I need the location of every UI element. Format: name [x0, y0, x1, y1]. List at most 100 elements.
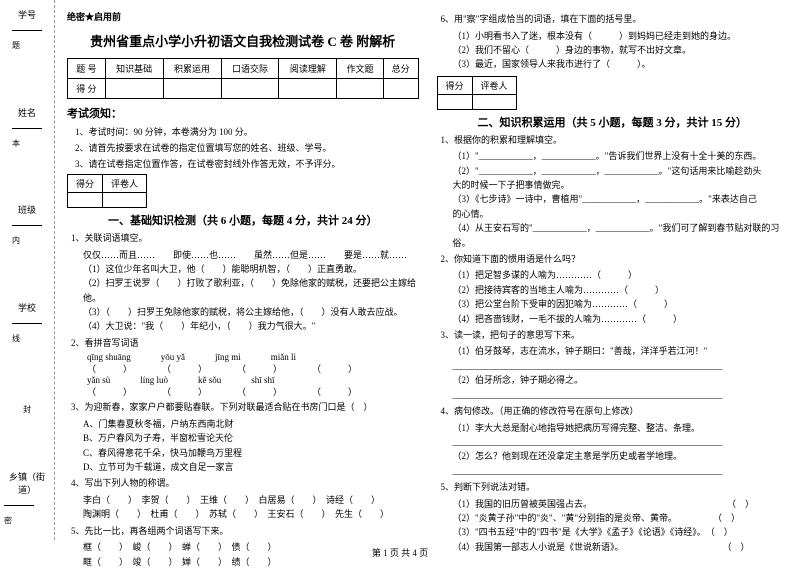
notice-title: 考试须知：	[67, 105, 419, 121]
notice-1: 1、考试时间：90 分钟，本卷满分为 100 分。	[75, 125, 419, 138]
th-3: 口语交际	[221, 59, 279, 79]
q1-sub-4: （4）大卫说："我（ ）年纪小，（ ）我力气很大。"	[83, 319, 419, 333]
side-line	[12, 119, 42, 129]
column-right: 6、用"察"字组成恰当的词语，填在下面的括号里。 （1）小明看书入了迷，根本没有…	[437, 10, 789, 530]
q6-3: （3）最近，国家领导人来我市进行了（ ）。	[453, 57, 789, 71]
td-empty	[279, 79, 337, 99]
page-container: 学号 题 姓名 本 班级 内 学校 线 封 乡镇（街道） 密 绝	[0, 0, 800, 540]
s2q5-1: （2）"炎黄子孙"中的"炎"、"黄"分别指的是炎帝、黄帝。 （ ）	[453, 511, 789, 525]
scorer-1: 评卷人	[103, 175, 147, 193]
s2q3-3: ________________________________________…	[453, 388, 789, 402]
q1-sub-0: 仅仅……而且…… 即使……也…… 虽然……但是…… 要是……就……	[83, 248, 419, 262]
s2q5: 5、判断下列说法对错。	[441, 481, 789, 495]
scorer-0: 得分	[68, 175, 103, 193]
py-blank: （ ）	[237, 385, 282, 398]
py: yōu yǎ	[161, 352, 185, 362]
s2q2-0: （1）把足智多谋的人喻为…………（ ）	[453, 268, 789, 282]
q1-sub-3: （3）（ ）扫罗王免除他家的赋税，将公主嫁给他，（ ）没有人敢去应战。	[83, 305, 419, 319]
q1: 1、关联词语填空。	[71, 232, 419, 246]
mark-1: 本	[12, 138, 42, 149]
scorer-1: 评卷人	[472, 76, 516, 94]
s2q1-0: （1）"____________，____________。"告诉我们世界上没有…	[453, 149, 789, 163]
mark-0: 题	[12, 40, 42, 51]
q3: 3、为迎新春，家家户户都要贴春联。下列对联最适合贴在书房门口是（ ）	[71, 401, 419, 415]
py-blank: （ ）	[237, 362, 282, 375]
q3-c: C、春风得意花千朵，快马加鞭鸟万里程	[83, 446, 419, 460]
py: qīng shuāng	[87, 352, 131, 362]
scorer-empty	[68, 193, 103, 208]
notice-block: 1、考试时间：90 分钟，本卷满分为 100 分。 2、请首先按要求在试卷的指定…	[67, 125, 419, 170]
s2q3-2: （2）伯牙所念，钟子期必得之。	[453, 373, 789, 387]
th-2: 积累运用	[163, 59, 221, 79]
side-group: 乡镇（街道） 密	[4, 470, 50, 532]
th-1: 知识基础	[105, 59, 163, 79]
sidebar: 学号 题 姓名 本 班级 内 学校 线 封 乡镇（街道） 密	[0, 0, 55, 540]
side-line	[12, 216, 42, 226]
secret-label: 绝密★启用前	[67, 10, 419, 23]
pinyin-row-1: qīng shuāng yōu yǎ jīng mì miǎn lì	[87, 352, 419, 362]
side-line	[12, 21, 42, 31]
s2q1-1: （2）"____________，____________，__________…	[453, 164, 789, 178]
mark-2: 内	[12, 235, 42, 246]
scorer-empty	[472, 94, 516, 109]
section-2-title: 二、知识积累运用（共 5 小题，每题 3 分，共计 15 分）	[437, 114, 789, 130]
td-empty	[383, 79, 418, 99]
s2q1-3: （3）《七步诗》一诗中，曹植用"____________，___________…	[453, 192, 789, 206]
side-line	[12, 314, 42, 324]
table-row: 题 号 知识基础 积累运用 口语交际 阅读理解 作文题 总分	[68, 59, 419, 79]
page-footer: 第 1 页 共 4 页	[0, 546, 800, 559]
s2q1: 1、根据你的积累和理解填空。	[441, 134, 789, 148]
s2q3: 3、读一读，把句子的意思写下来。	[441, 329, 789, 343]
py-blank: （ ）	[87, 362, 132, 375]
q1-sub-2: （2）扫罗王说罗（ ）打败了歌利亚，（ ）免除他家的赋税，还要把公主嫁给他。	[83, 276, 419, 305]
th-5: 作文题	[337, 59, 383, 79]
q3-d: D、立节可为千载道，成文自足一家言	[83, 460, 419, 474]
q4-sub-0: 李白（ ） 李贺（ ） 王维（ ） 白居易（ ） 诗经（ ）	[83, 493, 419, 507]
scorer-empty	[103, 193, 147, 208]
q3-b: B、万户春风为子寿，半窗松雪论天伦	[83, 431, 419, 445]
s2q4-1: ________________________________________…	[453, 435, 789, 449]
side-group: 封	[23, 398, 31, 421]
scorer-table: 得分评卷人	[67, 174, 147, 208]
q1-sub-1: （1）这位少年名叫大卫，他（ ）能聪明机智，（ ）正直勇敢。	[83, 262, 419, 276]
column-left: 绝密★启用前 贵州省重点小学小升初语文自我检测试卷 C 卷 附解析 题 号 知识…	[67, 10, 419, 530]
side-group: 学校 线	[12, 301, 42, 350]
s2q5-2: （3）"四书五经"中的"四书"是《大学》《孟子》《论语》《诗经》。 （ ）	[453, 525, 789, 539]
py: kě sǒu	[198, 375, 221, 385]
py-blank: （ ）	[87, 385, 132, 398]
scorer-table-2: 得分评卷人	[437, 76, 517, 110]
py-blank: （ ）	[162, 362, 207, 375]
s2q2: 2、你知道下面的惯用语是什么吗？	[441, 253, 789, 267]
mark-4: 封	[23, 404, 31, 415]
py-blank: （ ）	[312, 362, 357, 375]
pinyin-row-2: （ ） （ ） （ ） （ ）	[87, 362, 419, 375]
py-blank: （ ）	[162, 385, 207, 398]
td-score: 得 分	[68, 79, 106, 99]
s2q4-2: （2）怎么？他到现在还没拿定主意是学历史或者学地理。	[453, 449, 789, 463]
q5: 5、先比一比，再各组两个词语写下来。	[71, 525, 419, 539]
side-label-4: 乡镇（街道）	[4, 470, 50, 496]
mark-5: 密	[4, 515, 50, 526]
side-group: 姓名 本	[12, 106, 42, 155]
py: líng luò	[140, 375, 168, 385]
s2q4: 4、病句修改。（用正确的修改符号在原句上修改）	[441, 405, 789, 419]
pinyin-row-3: yǎn sù líng luò kě sǒu shī shī	[87, 375, 419, 385]
exam-title: 贵州省重点小学小升初语文自我检测试卷 C 卷 附解析	[67, 31, 419, 50]
py: shī shī	[251, 375, 274, 385]
q2: 2、看拼音写词语	[71, 337, 419, 351]
py: miǎn lì	[271, 352, 296, 362]
section-1-title: 一、基础知识检测（共 6 小题，每题 4 分，共计 24 分）	[67, 212, 419, 228]
side-group: 学号 题	[12, 8, 42, 57]
q6-2: （2）我们不留心（ ）身边的事物，就写不出好文章。	[453, 43, 789, 57]
s2q3-0: （1）伯牙鼓琴，志在流水，钟子期曰："善哉，洋洋乎若江河！"	[453, 344, 789, 358]
s2q2-2: （3）把公堂台阶下受审的因犯喻为…………（ ）	[453, 297, 789, 311]
s2q4-3: ________________________________________…	[453, 464, 789, 478]
table-row: 得 分	[68, 79, 419, 99]
side-label-2: 班级	[12, 203, 42, 216]
side-label-3: 学校	[12, 301, 42, 314]
q4: 4、写出下列人物的称谓。	[71, 477, 419, 491]
s2q5-0: （1）我国的旧历曾被英国强占去。 （ ）	[453, 497, 789, 511]
td-empty	[337, 79, 383, 99]
q4-sub-1: 陶渊明（ ） 杜甫（ ） 苏轼（ ） 王安石（ ） 先生（ ）	[83, 507, 419, 521]
th-0: 题 号	[68, 59, 106, 79]
